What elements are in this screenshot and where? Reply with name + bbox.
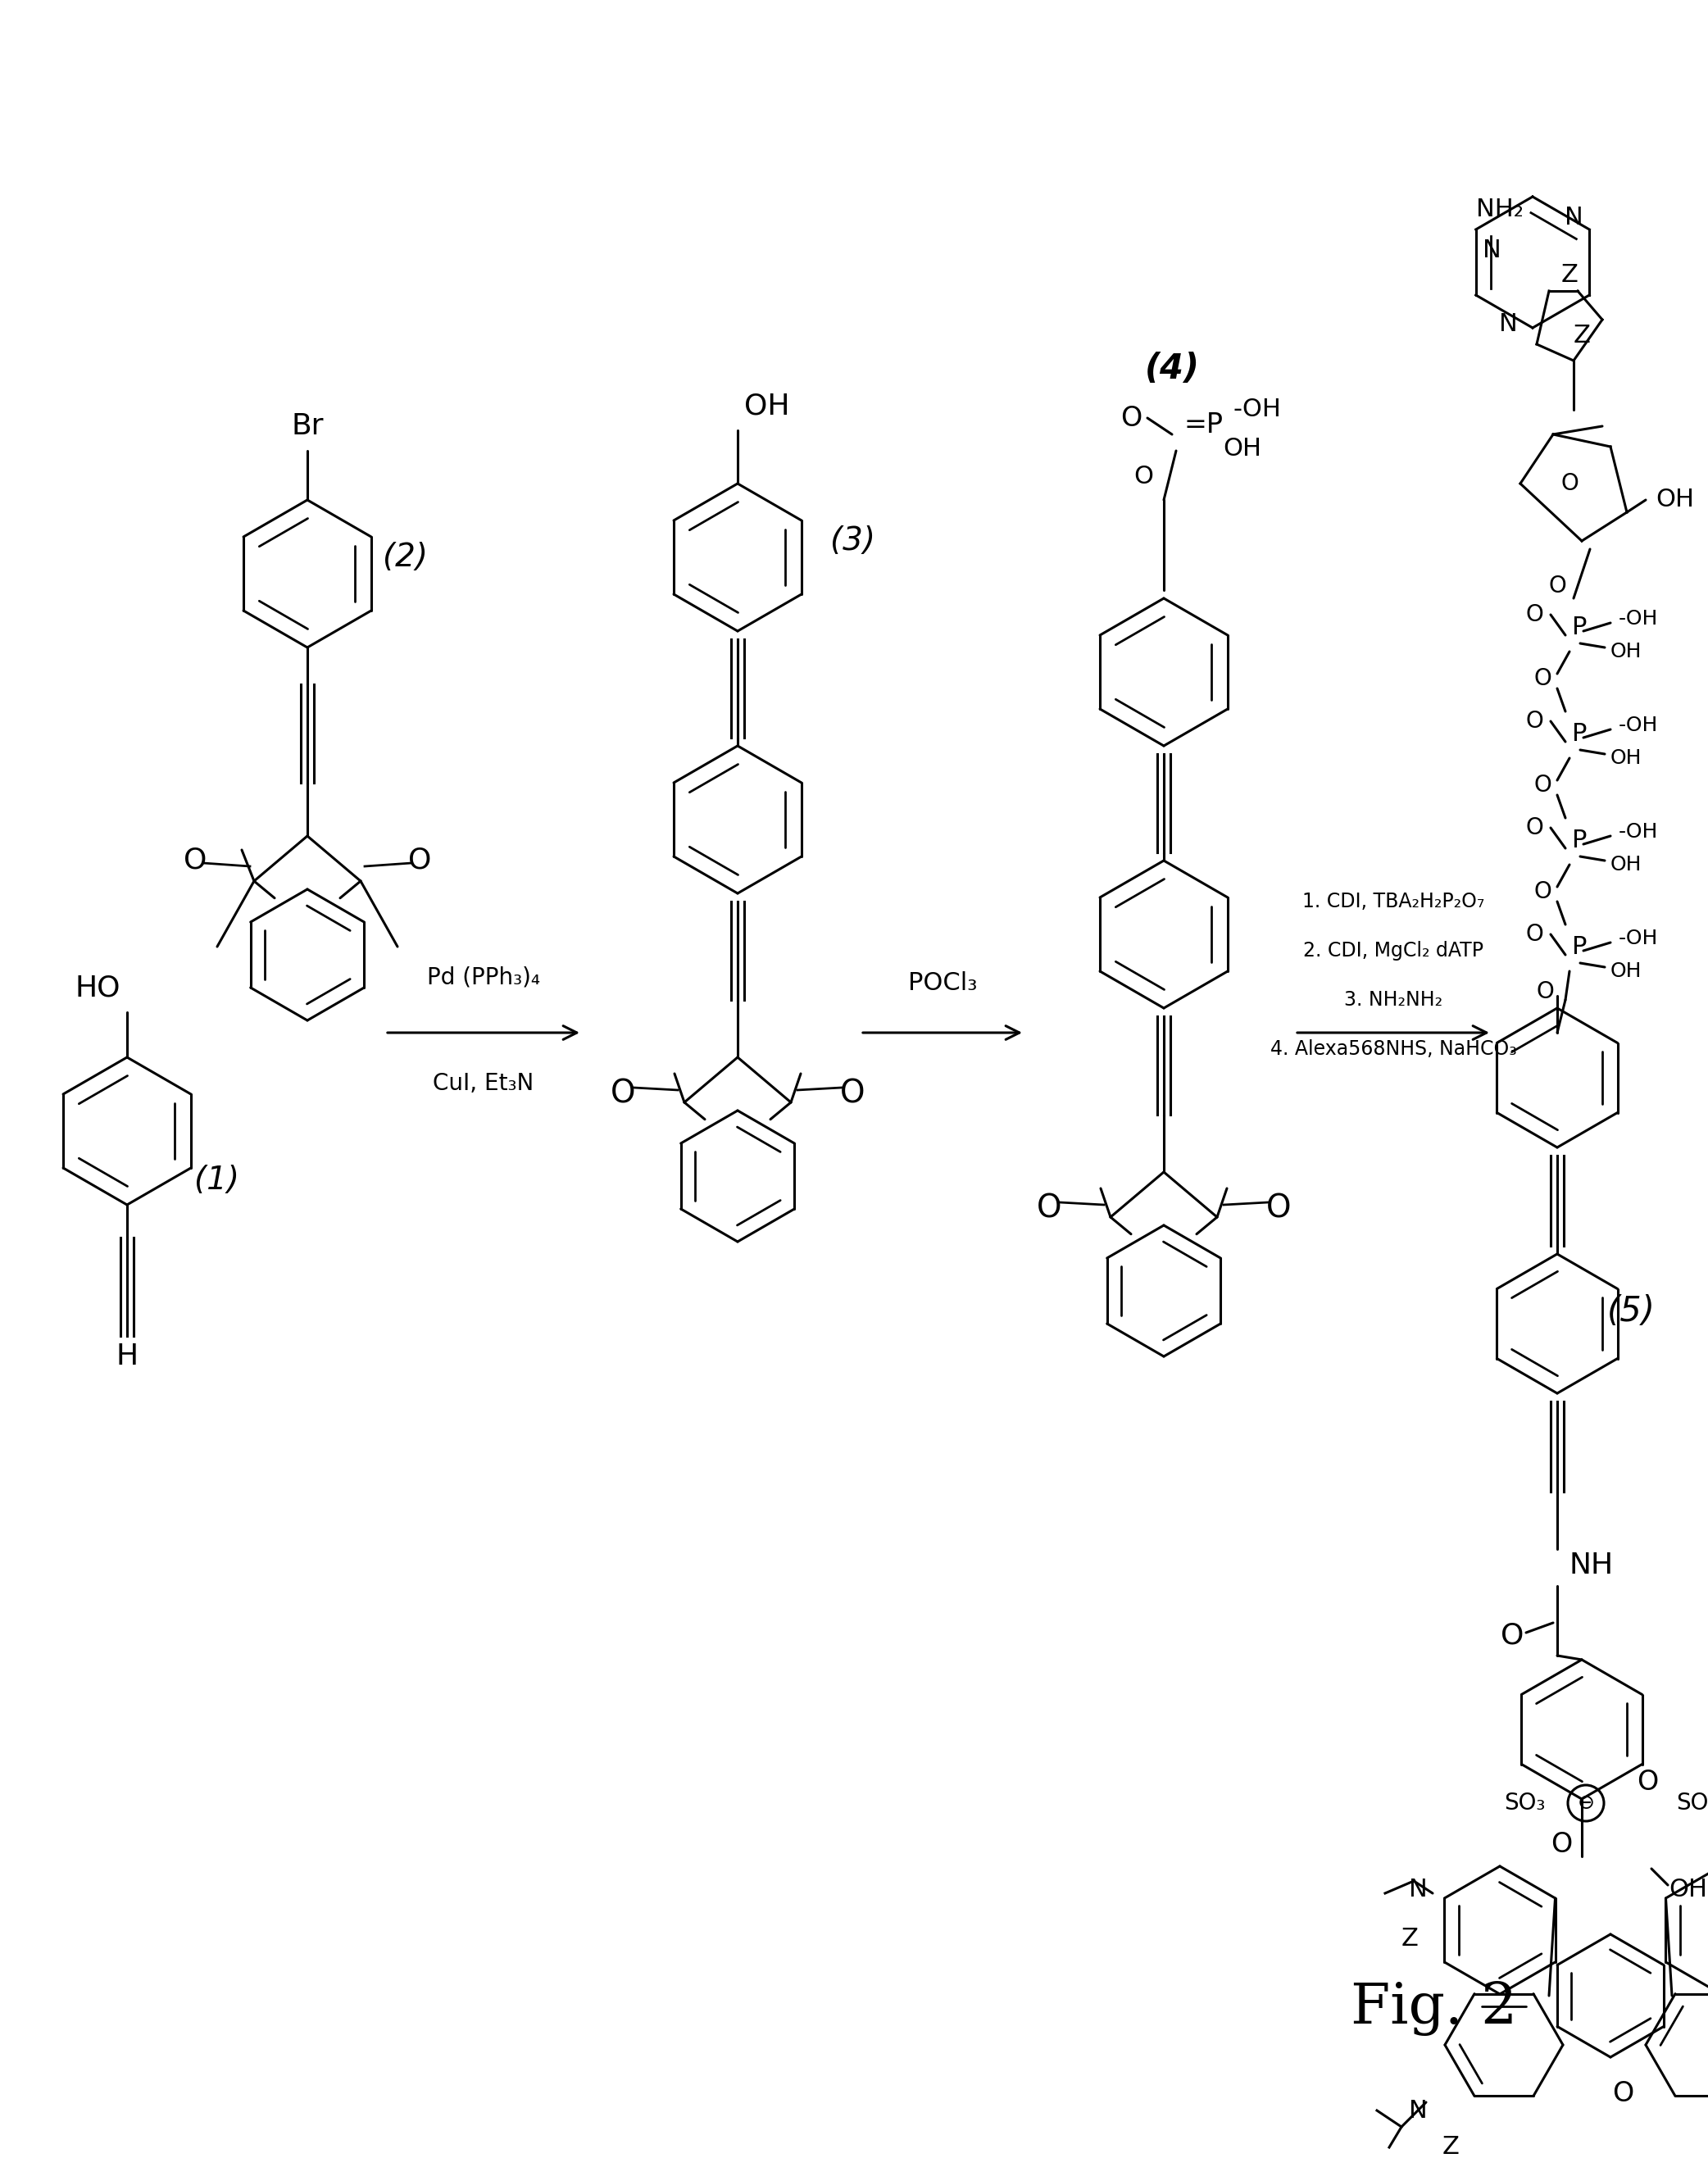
Text: O: O [1534,880,1551,904]
Text: N: N [1409,2098,1428,2121]
Text: 2. CDI, MgCl₂ dATP: 2. CDI, MgCl₂ dATP [1303,941,1484,960]
Text: (3): (3) [830,524,874,557]
Text: P: P [1571,934,1587,958]
Text: O: O [1525,604,1542,626]
Text: P: P [1571,829,1587,852]
Text: Z: Z [1573,324,1590,347]
Text: -OH: -OH [1233,397,1281,421]
Text: 3. NH₂NH₂: 3. NH₂NH₂ [1344,991,1443,1010]
Text: N: N [1409,1877,1428,1901]
Text: SO₃: SO₃ [1503,1791,1546,1815]
Text: Z: Z [1401,1927,1418,1951]
Text: O: O [1561,473,1578,494]
Text: ⊖: ⊖ [1576,1793,1595,1813]
Text: O: O [1266,1193,1291,1224]
Text: 1. CDI, TBA₂H₂P₂O₇: 1. CDI, TBA₂H₂P₂O₇ [1301,891,1484,911]
Text: H: H [116,1342,138,1370]
Text: N: N [1483,237,1501,261]
Text: OH: OH [745,393,789,419]
Text: O: O [183,846,207,874]
Text: O: O [1501,1621,1524,1649]
Text: O: O [1612,2080,1633,2108]
Text: O: O [1037,1193,1062,1224]
Text: OH: OH [1611,749,1641,768]
Text: O: O [408,846,430,874]
Text: OH: OH [1669,1877,1708,1901]
Text: POCl₃: POCl₃ [909,971,977,995]
Text: NH: NH [1570,1552,1614,1580]
Text: OH: OH [1611,960,1641,982]
Text: (1): (1) [195,1165,239,1196]
Text: =P: =P [1184,410,1223,438]
Text: Z: Z [1561,263,1578,287]
Text: Fig. 2: Fig. 2 [1351,1981,1518,2035]
Text: Br: Br [290,412,323,440]
Text: P: P [1571,615,1587,639]
Text: Pd (PPh₃)₄: Pd (PPh₃)₄ [427,965,540,988]
Text: OH: OH [1655,488,1694,511]
Text: P: P [1571,721,1587,745]
Text: O: O [1525,816,1542,839]
Text: O: O [1547,574,1566,598]
Text: O: O [610,1079,635,1109]
Text: O: O [1525,924,1542,945]
Text: -OH: -OH [1619,928,1658,947]
Text: OH: OH [1611,855,1641,874]
Text: HO: HO [75,973,121,1001]
Text: O: O [1535,980,1554,1003]
Text: -OH: -OH [1619,609,1658,628]
Text: (2): (2) [383,542,429,572]
Text: -OH: -OH [1619,716,1658,736]
Text: O: O [1636,1770,1658,1795]
Text: NH₂: NH₂ [1476,196,1524,220]
Text: O: O [1534,775,1551,796]
Text: O: O [1525,710,1542,734]
Text: OH: OH [1223,438,1261,462]
Text: 4. Alexa568NHS, NaHCO₃: 4. Alexa568NHS, NaHCO₃ [1271,1040,1517,1060]
Text: CuI, Et₃N: CuI, Et₃N [434,1073,535,1094]
Text: OH: OH [1611,641,1641,660]
Text: O: O [1120,404,1141,432]
Text: (5): (5) [1607,1295,1655,1329]
Text: O: O [1134,466,1153,490]
Text: O: O [1551,1830,1571,1858]
Text: Z: Z [1442,2136,1459,2158]
Text: O: O [1534,667,1551,691]
Text: -OH: -OH [1619,822,1658,842]
Text: O: O [840,1079,864,1109]
Text: N: N [1565,205,1583,229]
Text: N: N [1498,313,1517,337]
Text: (4): (4) [1144,352,1199,386]
Text: SO₃: SO₃ [1676,1791,1708,1815]
